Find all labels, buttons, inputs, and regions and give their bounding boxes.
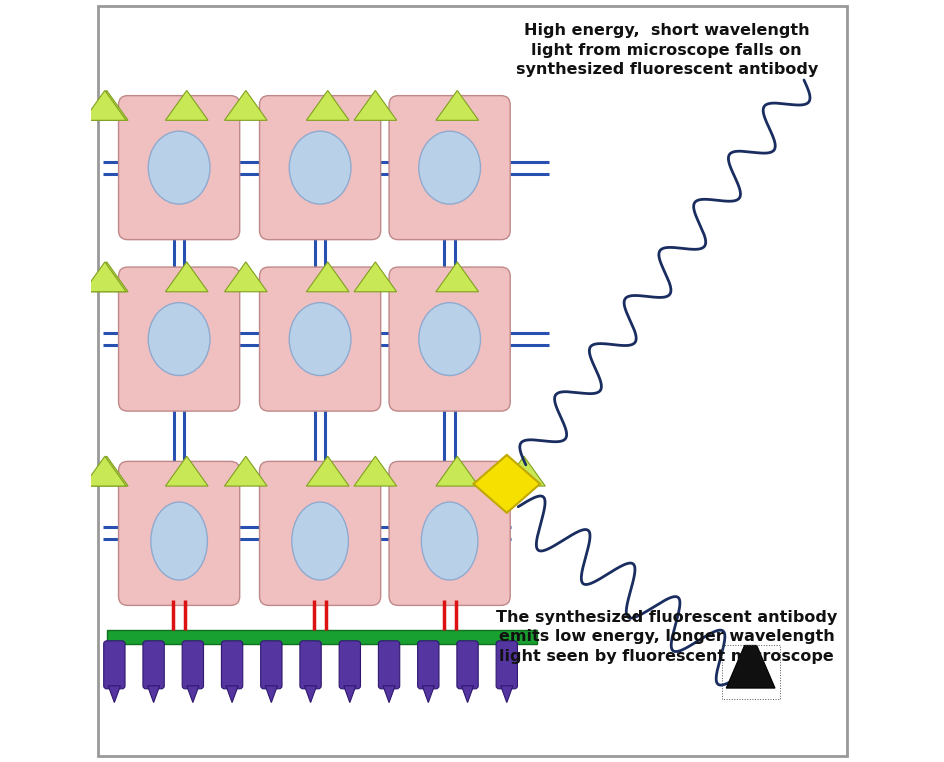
- Polygon shape: [354, 91, 396, 120]
- Polygon shape: [306, 91, 348, 120]
- Polygon shape: [265, 686, 278, 703]
- Polygon shape: [225, 456, 267, 486]
- FancyBboxPatch shape: [389, 462, 510, 605]
- FancyBboxPatch shape: [260, 267, 380, 411]
- Polygon shape: [226, 686, 238, 703]
- Polygon shape: [85, 91, 128, 120]
- Text: The synthesized fluorescent antibody
emits low energy, longer wavelength
light s: The synthesized fluorescent antibody emi…: [496, 610, 836, 664]
- FancyBboxPatch shape: [389, 267, 510, 411]
- Polygon shape: [354, 262, 396, 292]
- FancyBboxPatch shape: [389, 95, 510, 239]
- Polygon shape: [306, 262, 348, 292]
- FancyBboxPatch shape: [260, 95, 380, 239]
- Polygon shape: [382, 686, 395, 703]
- Ellipse shape: [151, 502, 207, 580]
- Polygon shape: [344, 686, 356, 703]
- Polygon shape: [726, 645, 774, 688]
- Polygon shape: [147, 686, 160, 703]
- Polygon shape: [461, 686, 473, 703]
- FancyBboxPatch shape: [339, 641, 360, 689]
- FancyBboxPatch shape: [378, 641, 399, 689]
- Ellipse shape: [421, 502, 478, 580]
- Polygon shape: [354, 456, 396, 486]
- Ellipse shape: [148, 131, 210, 204]
- Ellipse shape: [418, 131, 480, 204]
- Ellipse shape: [292, 502, 348, 580]
- FancyBboxPatch shape: [104, 641, 125, 689]
- Polygon shape: [502, 456, 545, 486]
- Polygon shape: [83, 262, 126, 292]
- FancyBboxPatch shape: [496, 641, 517, 689]
- Polygon shape: [435, 91, 478, 120]
- FancyBboxPatch shape: [182, 641, 203, 689]
- Polygon shape: [165, 262, 208, 292]
- FancyBboxPatch shape: [417, 641, 439, 689]
- Polygon shape: [187, 686, 199, 703]
- FancyBboxPatch shape: [299, 641, 321, 689]
- FancyBboxPatch shape: [456, 641, 478, 689]
- Polygon shape: [422, 686, 434, 703]
- Polygon shape: [165, 91, 208, 120]
- Polygon shape: [85, 456, 128, 486]
- Polygon shape: [304, 686, 316, 703]
- FancyBboxPatch shape: [97, 6, 847, 756]
- Polygon shape: [500, 686, 513, 703]
- FancyBboxPatch shape: [261, 641, 281, 689]
- Polygon shape: [83, 456, 126, 486]
- FancyBboxPatch shape: [221, 641, 243, 689]
- Polygon shape: [109, 686, 120, 703]
- Polygon shape: [165, 456, 208, 486]
- Ellipse shape: [289, 303, 350, 376]
- Ellipse shape: [289, 131, 350, 204]
- FancyBboxPatch shape: [143, 641, 164, 689]
- FancyBboxPatch shape: [118, 462, 240, 605]
- Polygon shape: [225, 91, 267, 120]
- Polygon shape: [225, 262, 267, 292]
- Bar: [107, 630, 537, 644]
- FancyBboxPatch shape: [260, 462, 380, 605]
- Text: High energy,  short wavelength
light from microscope falls on
synthesized fluore: High energy, short wavelength light from…: [515, 23, 818, 78]
- FancyBboxPatch shape: [118, 95, 240, 239]
- Polygon shape: [83, 91, 126, 120]
- Polygon shape: [435, 456, 478, 486]
- FancyBboxPatch shape: [118, 267, 240, 411]
- Polygon shape: [306, 456, 348, 486]
- Polygon shape: [473, 455, 540, 513]
- Polygon shape: [435, 262, 478, 292]
- Polygon shape: [85, 262, 128, 292]
- Ellipse shape: [148, 303, 210, 376]
- Ellipse shape: [418, 303, 480, 376]
